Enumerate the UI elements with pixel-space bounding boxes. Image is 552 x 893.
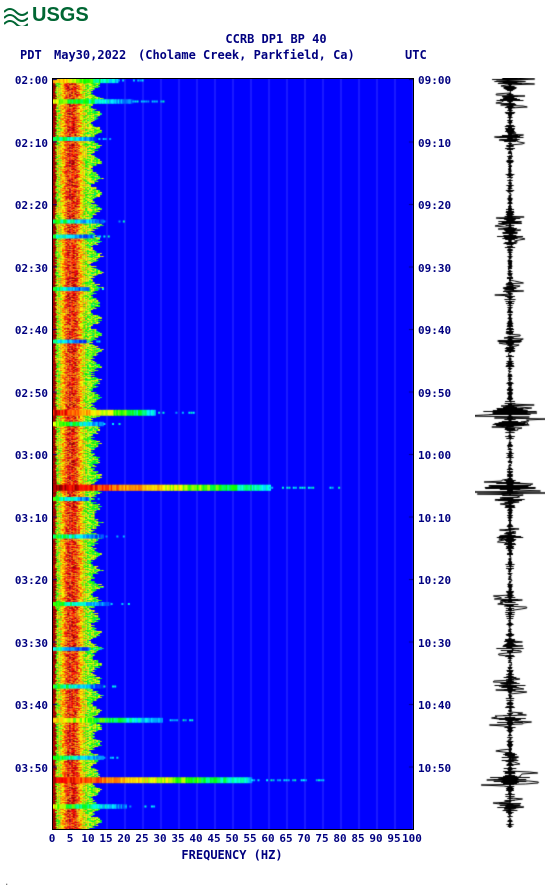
x-axis-title: FREQUENCY (HZ) [52, 848, 412, 862]
y-left-tick: 03:10 [15, 514, 48, 524]
x-tick: 55 [243, 832, 256, 845]
x-tick: 20 [117, 832, 130, 845]
x-tick: 95 [387, 832, 400, 845]
y-left-tick: 03:20 [15, 576, 48, 586]
y-right-tick: 09:50 [418, 389, 451, 399]
y-right-tick: 09:20 [418, 201, 451, 211]
y-left-tick: 03:50 [15, 764, 48, 774]
x-tick: 50 [225, 832, 238, 845]
y-left-tick: 02:30 [15, 264, 48, 274]
y-axis-right: 09:00 09:10 09:20 09:30 09:40 09:50 10:00 10:10… [416, 78, 456, 828]
y-right-tick: 09:30 [418, 264, 451, 274]
x-tick: 25 [135, 832, 148, 845]
y-right-tick: 10:50 [418, 764, 451, 774]
x-tick: 5 [67, 832, 74, 845]
y-left-tick: 03:40 [15, 701, 48, 711]
x-tick: 15 [99, 832, 112, 845]
y-right-tick: 10:30 [418, 639, 451, 649]
y-left-tick: 03:30 [15, 639, 48, 649]
footer-mark: . [4, 878, 9, 888]
x-tick: 85 [351, 832, 364, 845]
usgs-logo: USGS [4, 4, 89, 27]
tz-right-label: UTC [405, 48, 427, 62]
x-tick: 80 [333, 832, 346, 845]
x-tick: 45 [207, 832, 220, 845]
y-right-tick: 10:10 [418, 514, 451, 524]
y-right-tick: 10:40 [418, 701, 451, 711]
x-tick: 90 [369, 832, 382, 845]
x-tick: 100 [402, 832, 422, 845]
chart-title: CCRB DP1 BP 40 [0, 32, 552, 46]
location-label: (Cholame Creek, Parkfield, Ca) [138, 48, 355, 62]
x-tick: 10 [81, 832, 94, 845]
y-left-tick: 02:40 [15, 326, 48, 336]
usgs-logo-text: USGS [32, 4, 89, 27]
y-axis-left: 02:00 02:10 02:20 02:30 02:40 02:50 03:00 03:10… [10, 78, 50, 828]
x-tick: 75 [315, 832, 328, 845]
x-tick: 0 [49, 832, 56, 845]
x-tick: 35 [171, 832, 184, 845]
y-right-tick: 09:10 [418, 139, 451, 149]
usgs-wave-icon [4, 6, 28, 26]
date-label: May30,2022 [54, 48, 126, 62]
x-tick: 40 [189, 832, 202, 845]
x-tick: 70 [297, 832, 310, 845]
y-left-tick: 02:20 [15, 201, 48, 211]
tz-left-label: PDT [20, 48, 42, 62]
x-tick: 30 [153, 832, 166, 845]
y-left-tick: 02:10 [15, 139, 48, 149]
y-right-tick: 09:00 [418, 76, 451, 86]
seismogram-plot [475, 78, 545, 828]
y-right-tick: 10:00 [418, 451, 451, 461]
x-tick: 60 [261, 832, 274, 845]
spectrogram-plot [52, 78, 414, 830]
y-right-tick: 10:20 [418, 576, 451, 586]
y-left-tick: 03:00 [15, 451, 48, 461]
y-left-tick: 02:50 [15, 389, 48, 399]
y-left-tick: 02:00 [15, 76, 48, 86]
y-right-tick: 09:40 [418, 326, 451, 336]
x-tick: 65 [279, 832, 292, 845]
